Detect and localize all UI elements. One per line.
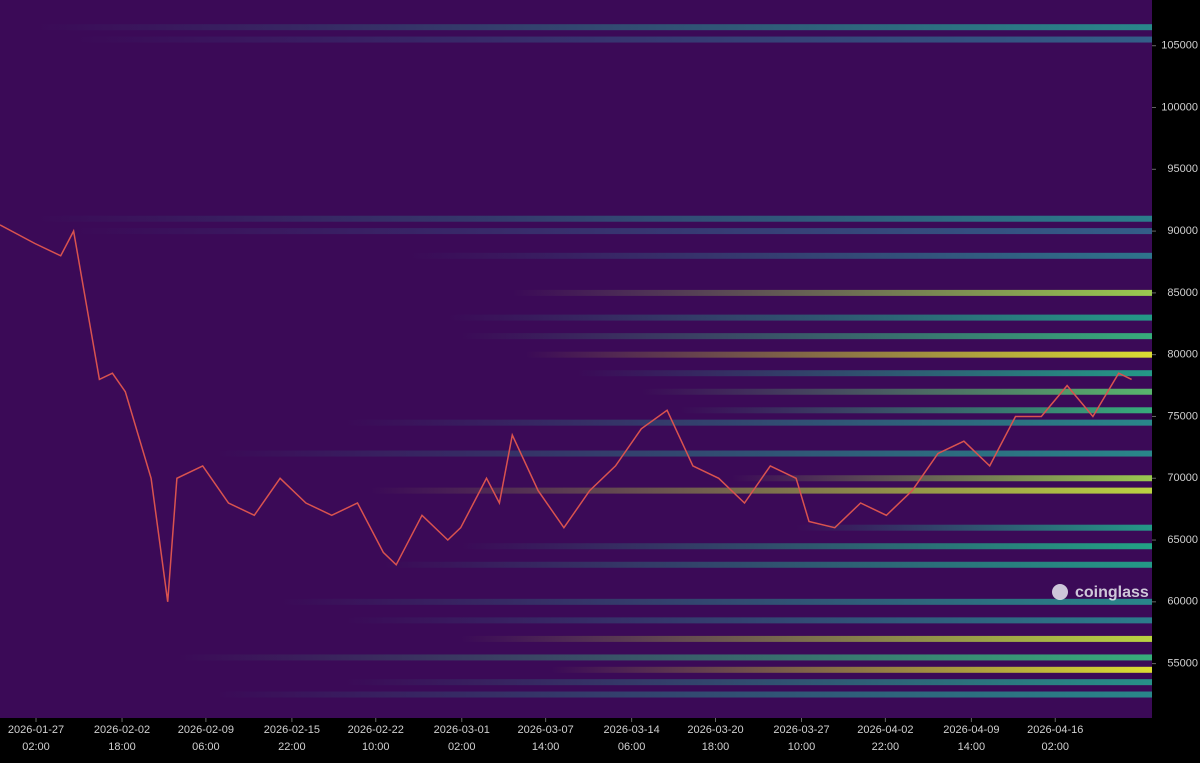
x-tick-time: 22:00 [278,741,306,753]
heat-band [525,351,1152,358]
heat-band [576,370,1152,377]
heat-band [36,24,1152,31]
price-line [0,224,1132,602]
x-tick-date: 2026-04-02 [857,724,913,736]
watermark: coinglass [1052,584,1149,601]
watermark-icon [1052,584,1068,600]
y-tick-label: 60000 [1167,596,1198,608]
price [0,224,1132,602]
heat-band [512,289,1152,296]
y-tick-label: 55000 [1167,658,1198,670]
heat-band [73,228,1153,235]
x-tick-date: 2026-02-02 [94,724,150,736]
plot-background [0,0,1152,718]
x-tick-time: 06:00 [618,741,646,753]
x-tick-time: 02:00 [1041,741,1069,753]
x-tick-date: 2026-01-27 [8,724,64,736]
x-tick-time: 18:00 [108,741,136,753]
heat-band [215,450,1152,457]
x-tick-date: 2026-03-01 [434,724,490,736]
x-tick-time: 22:00 [872,741,900,753]
heat-band [680,407,1152,414]
x-tick-time: 10:00 [362,741,390,753]
heat-band [36,215,1152,222]
heatmap [36,24,1153,698]
heat-band [796,524,1152,531]
y-tick-label: 95000 [1167,163,1198,175]
y-tick-label: 85000 [1167,287,1198,299]
heat-band [344,617,1152,624]
heat-band [460,635,1152,642]
heat-band [731,475,1152,482]
watermark-text: coinglass [1075,584,1149,601]
x-tick-date: 2026-03-20 [687,724,743,736]
y-tick-label: 80000 [1167,349,1198,361]
x-tick-time: 06:00 [192,741,220,753]
heat-band [344,679,1152,686]
heat-band [176,654,1152,661]
x-tick-time: 02:00 [22,741,50,753]
y-tick-label: 90000 [1167,225,1198,237]
x-tick-date: 2026-03-14 [603,724,659,736]
x-tick-date: 2026-02-09 [178,724,234,736]
x-tick-time: 02:00 [448,741,476,753]
x-tick-date: 2026-02-22 [348,724,404,736]
y-tick-label: 65000 [1167,534,1198,546]
heat-band [641,388,1152,395]
y-tick-label: 75000 [1167,410,1198,422]
x-tick-time: 18:00 [702,741,730,753]
x-tick-date: 2026-03-07 [517,724,573,736]
heat-band [73,36,1153,43]
x-tick-date: 2026-02-15 [264,724,320,736]
heat-band [344,419,1152,426]
heat-band [460,333,1152,340]
heat-band [370,487,1152,494]
x-tick-date: 2026-04-09 [943,724,999,736]
heat-band [447,314,1152,321]
x-tick-date: 2026-04-16 [1027,724,1083,736]
heat-band [551,666,1152,673]
y-tick-label: 105000 [1161,40,1198,52]
x-tick-date: 2026-03-27 [773,724,829,736]
y-tick-label: 70000 [1167,472,1198,484]
heat-band [215,691,1152,698]
y-tick-label: 100000 [1161,101,1198,113]
heat-band [409,252,1153,259]
heat-band [383,561,1153,568]
heat-band [280,598,1152,605]
x-tick-time: 14:00 [532,741,560,753]
x-tick-time: 10:00 [788,741,816,753]
axes: 55000 60000 65000 70000 75000 80000 85000 90000… [8,40,1198,753]
heat-band [460,543,1152,550]
x-tick-time: 14:00 [958,741,986,753]
